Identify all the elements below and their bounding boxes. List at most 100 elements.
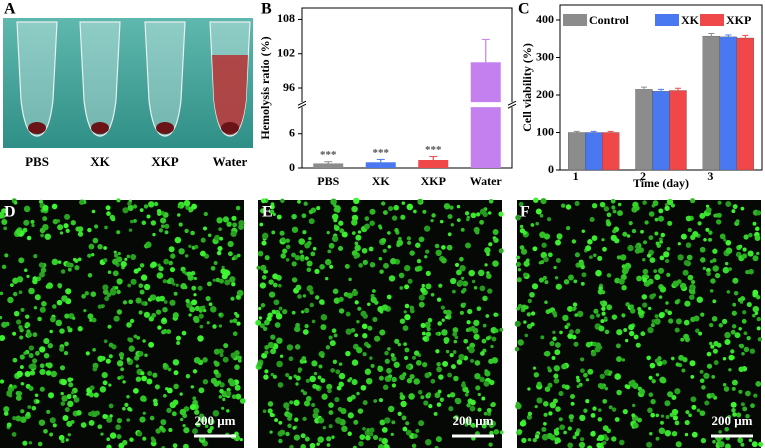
cell [480, 351, 485, 356]
cell [574, 200, 580, 206]
cell [191, 203, 198, 210]
cell [28, 345, 35, 351]
cell [28, 385, 34, 392]
cell [535, 208, 542, 215]
cell [59, 365, 66, 371]
cell [430, 292, 435, 297]
cell [122, 380, 126, 384]
break-mark [507, 103, 517, 109]
cell [52, 304, 57, 309]
cell [746, 302, 752, 308]
cell [473, 286, 478, 290]
cell [194, 409, 200, 415]
cell [534, 404, 538, 409]
cell [611, 205, 616, 210]
cell [103, 339, 108, 344]
cell [357, 230, 362, 234]
cell [568, 274, 574, 281]
cell [465, 390, 470, 394]
cell [535, 221, 539, 226]
cell [549, 340, 555, 347]
cell [684, 420, 690, 426]
cell [756, 316, 762, 322]
cell [461, 382, 466, 388]
cell [485, 420, 490, 425]
cell [364, 368, 372, 375]
cell [26, 332, 32, 338]
cell [402, 325, 409, 331]
cell [540, 260, 545, 265]
legend-label: Control [589, 13, 629, 27]
cell [699, 246, 706, 253]
cell [115, 424, 121, 431]
cell [386, 367, 392, 374]
cell [295, 284, 302, 291]
cell [88, 392, 94, 398]
cell [721, 318, 728, 325]
cell [731, 324, 737, 329]
cell [460, 276, 465, 280]
cell [405, 364, 411, 370]
cell [370, 363, 375, 368]
cell [421, 331, 426, 336]
cell [193, 276, 198, 281]
cell [257, 250, 264, 257]
cell [234, 384, 241, 391]
cell [67, 267, 72, 272]
cell [601, 238, 605, 242]
cell [97, 355, 104, 362]
cell [1, 321, 8, 328]
cell [449, 352, 454, 358]
cell [193, 293, 197, 297]
cell [722, 266, 730, 274]
cell [150, 436, 155, 441]
cell [383, 444, 390, 448]
cell [351, 250, 358, 257]
cell [470, 358, 475, 363]
cell [567, 333, 574, 339]
cell [7, 296, 14, 304]
cell [700, 437, 707, 444]
cell [197, 285, 203, 291]
cell [30, 363, 37, 370]
cell [578, 441, 586, 448]
cell [725, 201, 732, 207]
cell [234, 364, 240, 370]
cell [39, 346, 46, 353]
cell [664, 400, 671, 407]
cell [278, 306, 283, 311]
cell [77, 226, 84, 233]
cell [45, 370, 52, 376]
cell [26, 274, 30, 279]
cell [404, 303, 410, 309]
cell [680, 337, 685, 342]
cell [748, 232, 753, 238]
cell [753, 393, 758, 398]
cell [136, 431, 143, 437]
cell [623, 328, 628, 332]
cell [26, 235, 32, 241]
cell [598, 383, 606, 390]
cell [0, 291, 4, 296]
cell [412, 433, 418, 439]
cell [133, 334, 138, 339]
cell [700, 257, 706, 263]
cell [725, 247, 733, 254]
cell [319, 264, 325, 270]
cell [648, 235, 654, 241]
cell [162, 306, 168, 313]
cell [690, 279, 696, 285]
cell [328, 402, 334, 408]
cell [484, 370, 491, 377]
cell [277, 283, 282, 288]
cell [595, 269, 602, 277]
cell [362, 313, 368, 319]
cell [463, 417, 471, 425]
cell [199, 250, 206, 257]
cell [285, 257, 290, 262]
cell [436, 297, 442, 302]
cell [674, 388, 681, 395]
cell [300, 433, 306, 439]
cell [533, 197, 539, 203]
cell [403, 310, 407, 314]
